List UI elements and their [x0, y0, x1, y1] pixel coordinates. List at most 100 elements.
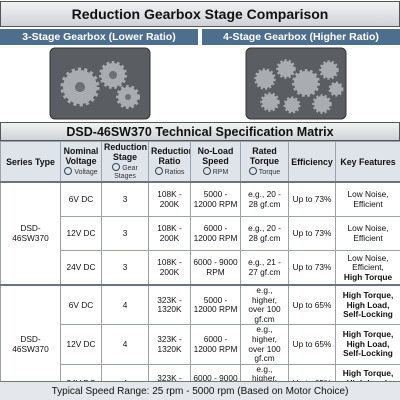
feature-line-bold: High Torque — [343, 271, 393, 282]
spec-table: Series Type Nominal Voltage Voltage Reducti… — [0, 141, 400, 400]
features-cell: High Torque,High Load,Self-Locking — [335, 284, 400, 326]
table-row: DSD-46SW370 6V DC 4 323K - 1320K 5000 - 1200… — [0, 284, 400, 400]
ratio-cell: 323K - 1320K — [148, 284, 191, 326]
feature-line-bold: Self-Locking — [343, 309, 393, 320]
torque-cell: e.g., higher, over 100 gf.cm — [240, 284, 289, 326]
gear — [292, 69, 320, 97]
header-icon — [202, 167, 211, 176]
torque-cell: e.g., 21 - 27 gf.cm — [240, 250, 289, 286]
feature-line-bold: High Torque, — [342, 290, 394, 301]
efficiency-cell: Up to 65% — [288, 324, 336, 365]
column-header: Reduction Stage Gear Stages — [101, 141, 149, 183]
header-label: Rated Torque — [249, 146, 280, 167]
header-sub-label: RPM — [212, 169, 229, 177]
stage-cell: 4 — [101, 324, 149, 365]
header-icon — [248, 167, 257, 176]
voltage-cell: 12V DC — [60, 324, 102, 365]
gear — [276, 59, 296, 79]
header-label: No-Load Speed — [197, 146, 234, 167]
panel-header: 4-Stage Gearbox (Higher Ratio) — [202, 29, 400, 45]
speed-cell: 5000 - 12000 RPM — [190, 284, 241, 326]
gear-hubs — [75, 71, 131, 100]
stage-cell: 3 — [101, 216, 149, 252]
header-sub: Gear Stages — [104, 163, 146, 181]
header-sub: Torque — [243, 167, 286, 177]
header-sub-label: Ratios — [164, 169, 185, 177]
header-label: Reduction Stage — [104, 142, 148, 163]
gear — [283, 96, 301, 114]
header-icon — [112, 163, 121, 172]
column-header: Rated Torque Torque — [240, 141, 289, 183]
header-label: Nominal Voltage — [63, 146, 99, 167]
panel-header: 3-Stage Gearbox (Lower Ratio) — [0, 29, 198, 45]
hub — [125, 94, 131, 100]
series-cell: DSD-46SW370 — [0, 181, 61, 286]
feature-line-bold: High Load, — [346, 299, 390, 310]
features-cell: High Torque,High Load,Self-Locking — [335, 324, 400, 365]
column-header: Series Type — [0, 141, 61, 183]
torque-cell: e.g., 20 - 28 gf.cm — [240, 181, 289, 218]
column-header: Key Features — [335, 141, 400, 183]
table-row: DSD- 46SW370 6V DC 3 108K - 200K 5000 - 12000… — [0, 181, 400, 286]
torque-cell: e.g., higher, over 100 gf.cm — [240, 324, 289, 365]
feature-line: Efficient — [353, 198, 383, 209]
ratio-cell: 108K - 200K — [148, 250, 191, 286]
hub — [109, 71, 117, 79]
hub — [75, 82, 85, 92]
voltage-cell: 12V DC — [60, 216, 102, 252]
header-sub-label: Voltage — [74, 169, 98, 177]
header-label: Efficiency — [291, 156, 333, 167]
torque-cell: e.g., 20 - 28 gf.cm — [240, 216, 289, 252]
column-header: No-Load Speed RPM — [190, 141, 241, 183]
feature-line: Low Noise, — [347, 189, 389, 200]
ratio-cell: 108K - 200K — [148, 181, 191, 218]
speed-cell: 5000 - 12000 RPM — [190, 181, 241, 218]
series-cell: DSD-46SW370 — [0, 284, 61, 400]
voltage-cell: 24V DC — [60, 250, 102, 286]
header-icon — [154, 167, 163, 176]
table-body: DSD- 46SW370 6V DC 3 108K - 200K 5000 - 12000… — [0, 181, 400, 400]
efficiency-cell: Up to 65% — [288, 284, 336, 326]
table-title: DSD-46SW370 Technical Specification Matr… — [0, 122, 400, 141]
header-row: Series Type Nominal Voltage Voltage Reducti… — [0, 141, 400, 183]
voltage-cell: 6V DC — [60, 181, 102, 218]
features-cell: Low Noise, Efficient, High Torque — [335, 250, 400, 286]
gear — [312, 94, 332, 114]
feature-line-bold: High Torque, — [342, 329, 394, 340]
header-label: Series Type — [6, 156, 55, 167]
feature-line: Efficient, — [352, 262, 384, 273]
series-line: DSD-46SW370 — [12, 333, 49, 354]
table-row: 12V DC 4 323K - 1320K 6000 - 12000 RPM e.g.,… — [1, 324, 400, 365]
efficiency-cell: Up to 73% — [288, 181, 336, 218]
gear — [254, 68, 276, 90]
table-footer: Typical Speed Range: 25 rpm - 5000 rpm (… — [0, 381, 400, 400]
header-sub: RPM — [193, 167, 238, 177]
features-cell: Low Noise, Efficient — [335, 181, 400, 218]
header-sub: Voltage — [63, 167, 99, 177]
feature-line: Low Noise, — [347, 252, 389, 263]
feature-line: Efficient — [353, 232, 383, 243]
speed-cell: 6000 - 9000 RPM — [190, 250, 241, 286]
table-row: 12V DC 3 108K - 200K 6000 - 12000 RPM e.g., … — [1, 216, 400, 252]
column-header: Nominal Voltage Voltage — [60, 141, 102, 183]
header-label: Reduction Ratio — [151, 146, 191, 167]
ratio-cell: 108K - 200K — [148, 216, 191, 252]
voltage-cell: 6V DC — [60, 284, 102, 326]
gear — [260, 92, 280, 112]
table-row: 24V DC 3 108K - 200K 6000 - 9000 RPM e.g., 2… — [1, 250, 400, 286]
gear-illustrations — [49, 47, 347, 120]
header-sub-label: Gear Stages — [114, 165, 138, 181]
ratio-cell: 323K - 1320K — [148, 324, 191, 365]
stage-cell: 3 — [101, 250, 149, 286]
efficiency-cell: Up to 73% — [288, 250, 336, 286]
feature-line-bold: High Torque, — [342, 368, 394, 379]
page-title: Reduction Gearbox Stage Comparison — [0, 1, 400, 27]
series-line: 46SW370 — [12, 232, 49, 243]
gears-4-stage — [254, 59, 344, 114]
series-line: DSD- — [20, 223, 41, 234]
gear — [319, 60, 339, 80]
stage-cell: 3 — [101, 181, 149, 218]
gear — [328, 81, 344, 97]
feature-line-bold: Self-Locking — [343, 348, 393, 359]
column-header: Efficiency — [288, 141, 336, 183]
